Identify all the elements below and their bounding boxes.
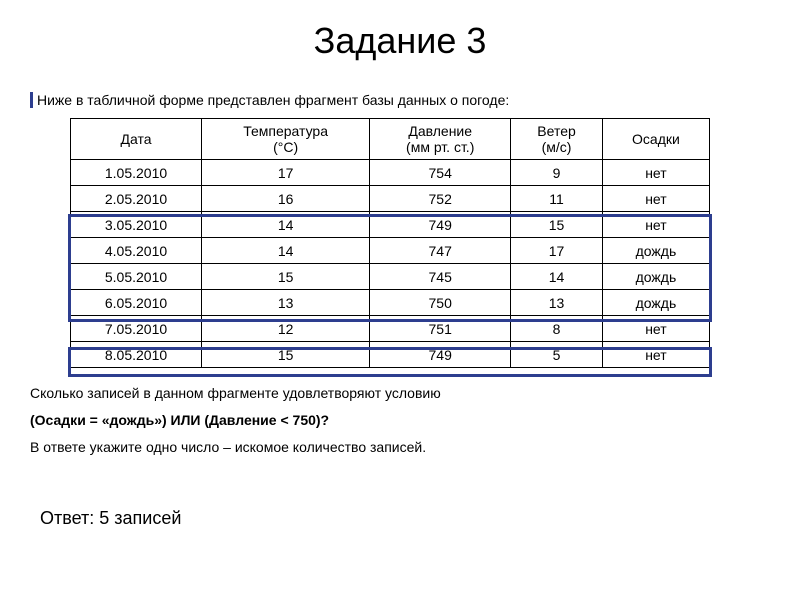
table-row: 7.05.2010 12 751 8 нет [71,316,710,342]
col-pressure: Давление(мм рт. ст.) [370,119,511,160]
intro-text: Ниже в табличной форме представлен фрагм… [30,92,770,108]
table-row: 5.05.2010 15 745 14 дождь [71,264,710,290]
question-condition: (Осадки = «дождь») ИЛИ (Давление < 750)? [30,410,770,431]
col-precip: Осадки [602,119,709,160]
page-title: Задание 3 [30,20,770,62]
weather-table: Дата Температура(°C) Давление(мм рт. ст.… [70,118,710,368]
table-row: 3.05.2010 14 749 15 нет [71,212,710,238]
table-row: 6.05.2010 13 750 13 дождь [71,290,710,316]
question-line-2: В ответе укажите одно число – искомое ко… [30,437,770,458]
table-row: 4.05.2010 14 747 17 дождь [71,238,710,264]
col-wind: Ветер(м/с) [511,119,603,160]
col-temp: Температура(°C) [202,119,370,160]
answer-text: Ответ: 5 записей [40,508,770,529]
table-row: 1.05.2010 17 754 9 нет [71,160,710,186]
question-line-1: Сколько записей в данном фрагменте удовл… [30,383,770,404]
table-header-row: Дата Температура(°C) Давление(мм рт. ст.… [71,119,710,160]
col-date: Дата [71,119,202,160]
table-row: 8.05.2010 15 749 5 нет [71,342,710,368]
table-wrapper: Дата Температура(°C) Давление(мм рт. ст.… [70,118,770,368]
table-body: 1.05.2010 17 754 9 нет 2.05.2010 16 752 … [71,160,710,368]
table-row: 2.05.2010 16 752 11 нет [71,186,710,212]
